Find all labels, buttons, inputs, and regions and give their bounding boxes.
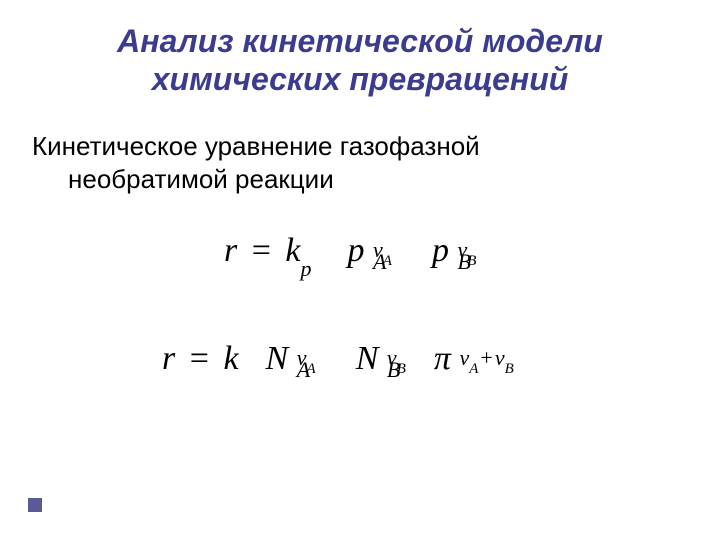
- slide-title: Анализ кинетической модели химических пр…: [0, 22, 720, 99]
- eq2-lhs: r: [162, 340, 175, 378]
- equation-2: r = k N νA A N νB B π: [0, 340, 720, 378]
- eq1-pA: p νA A: [348, 232, 374, 270]
- eq1-pB: p νB B: [432, 232, 458, 270]
- body-text: Кинетическое уравнение газофазной необра…: [32, 130, 680, 195]
- eq1-equals: =: [246, 232, 277, 270]
- title-line-2: химических превращений: [152, 61, 569, 97]
- eq2-k: k: [223, 340, 238, 378]
- eq2-NB: N νB B: [356, 340, 387, 378]
- eq1-kp: k p: [285, 232, 300, 270]
- slide: Анализ кинетической модели химических пр…: [0, 0, 720, 540]
- title-line-1: Анализ кинетической модели: [117, 23, 603, 59]
- eq2-NA: N νA A: [266, 340, 297, 378]
- body-line-2: необратимой реакции: [32, 163, 680, 196]
- slide-bullet-decoration: [28, 498, 42, 512]
- body-line-1: Кинетическое уравнение газофазной: [32, 130, 680, 163]
- equation-1: r = k p p νA A p νB B: [0, 232, 720, 270]
- eq1-lhs: r: [224, 232, 237, 270]
- eq2-equals: =: [184, 340, 215, 378]
- eq2-pi: π νA+νB: [434, 340, 460, 378]
